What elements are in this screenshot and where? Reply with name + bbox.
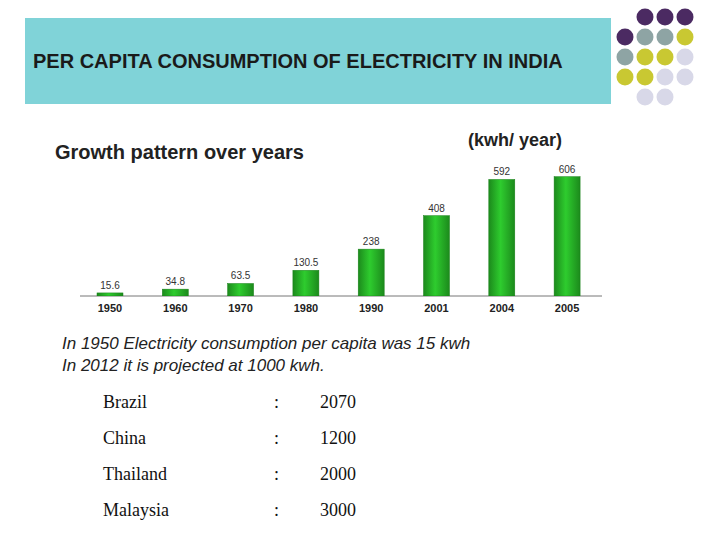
decor-dot (617, 49, 634, 66)
separator: : (274, 500, 279, 520)
decor-dot (657, 29, 674, 46)
bar (228, 283, 254, 296)
separator: : (274, 392, 279, 412)
decor-dot (637, 89, 654, 106)
x-tick-label: 2004 (490, 302, 515, 314)
decor-dot (657, 9, 674, 26)
decor-dot (637, 29, 654, 46)
country-value: 3000 (320, 500, 356, 520)
decor-dot (637, 9, 654, 26)
x-axis (80, 296, 602, 297)
decor-dot (677, 69, 694, 86)
unit-label: (kwh/ year) (468, 130, 562, 150)
x-tick-label: 1960 (163, 302, 187, 314)
decor-dot (657, 49, 674, 66)
slide-title: PER CAPITA CONSUMPTION OF ELECTRICITY IN… (33, 50, 563, 72)
bar (358, 249, 384, 296)
country: Thailand (103, 464, 167, 484)
separator: : (274, 464, 279, 484)
bar (97, 293, 123, 296)
data-label: 408 (428, 203, 445, 214)
data-label: 34.8 (166, 276, 186, 287)
note: In 1950 Electricity consumption per capi… (62, 334, 470, 353)
bar (554, 177, 580, 296)
data-label: 238 (363, 236, 380, 247)
country: China (103, 428, 146, 448)
decor-dot (637, 69, 654, 86)
bar (293, 270, 319, 296)
data-label: 606 (559, 164, 576, 175)
x-tick-label: 2005 (555, 302, 579, 314)
x-tick-label: 2001 (424, 302, 448, 314)
country: Malaysia (103, 500, 169, 520)
bar (162, 289, 188, 296)
data-label: 15.6 (100, 280, 120, 291)
chart-title: Growth pattern over years (55, 141, 304, 163)
decor-dot (617, 69, 634, 86)
bar (489, 179, 515, 296)
country-value: 2000 (320, 464, 356, 484)
separator: : (274, 428, 279, 448)
data-label: 63.5 (231, 270, 251, 281)
data-label: 130.5 (293, 257, 318, 268)
data-label: 592 (493, 166, 510, 177)
country-value: 2070 (320, 392, 356, 412)
decor-dot (657, 89, 674, 106)
bar (424, 216, 450, 296)
x-tick-label: 1980 (294, 302, 318, 314)
x-tick-label: 1970 (228, 302, 252, 314)
x-tick-label: 1990 (359, 302, 383, 314)
decor-dot (677, 29, 694, 46)
decor-dot (637, 49, 654, 66)
x-tick-label: 1950 (98, 302, 122, 314)
note: In 2012 it is projected at 1000 kwh. (62, 356, 325, 375)
slide: PER CAPITA CONSUMPTION OF ELECTRICITY IN… (0, 0, 720, 540)
decor-dot (617, 29, 634, 46)
country: Brazil (103, 392, 147, 412)
country-value: 1200 (320, 428, 356, 448)
decor-dot (677, 9, 694, 26)
decor-dot (677, 49, 694, 66)
decor-dot (657, 69, 674, 86)
bars (97, 177, 580, 296)
title-box (25, 18, 611, 104)
